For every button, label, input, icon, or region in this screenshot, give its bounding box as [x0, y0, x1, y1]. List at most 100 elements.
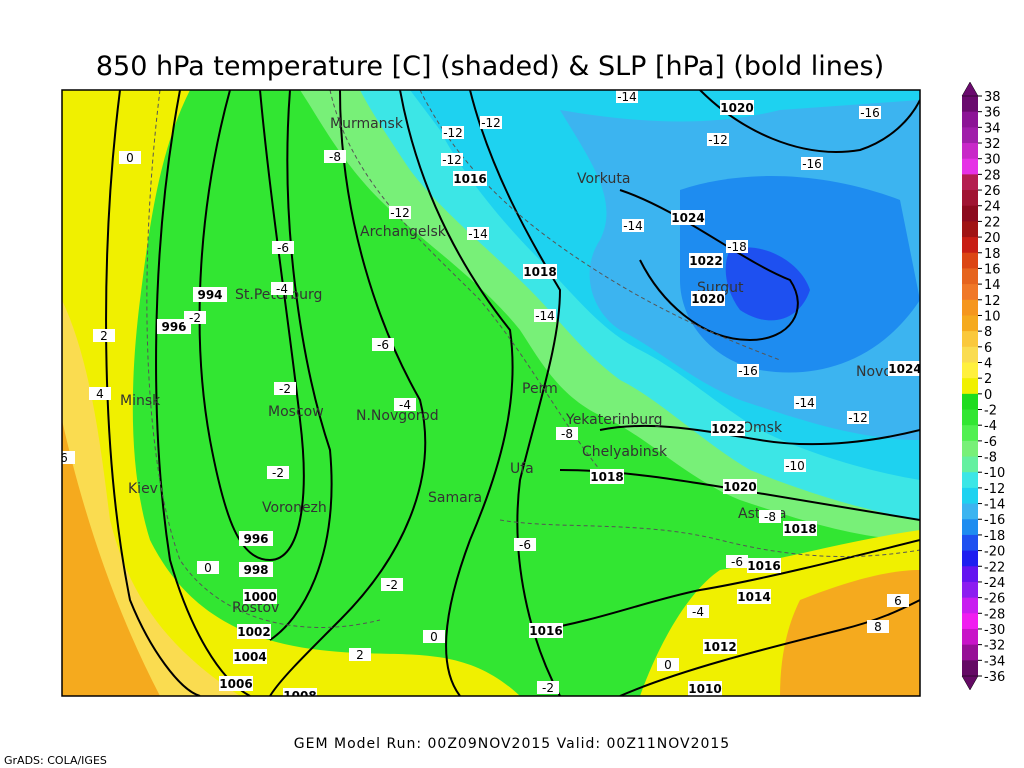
- temperature-label-box: [372, 338, 394, 351]
- temperature-label-box: [556, 427, 578, 440]
- temperature-label-box: [759, 510, 781, 523]
- slp-label-box: [703, 639, 737, 654]
- colorbar-label: 20: [984, 231, 1001, 246]
- colorbar-segment: [962, 346, 978, 363]
- temperature-label-box: [381, 578, 403, 591]
- colorbar-label: 30: [984, 153, 1001, 168]
- slp-label-box: [783, 521, 817, 536]
- temperature-label: 2: [100, 329, 108, 343]
- slp-label-box: [529, 623, 563, 638]
- colorbar-label: 4: [984, 356, 992, 371]
- slp-label: 1024: [671, 211, 704, 225]
- colorbar-label: 10: [984, 309, 1001, 324]
- colorbar-segment: [962, 143, 978, 160]
- colorbar-cap: [961, 675, 979, 691]
- temperature-label-box: [514, 538, 536, 551]
- slp-label: 1010: [688, 682, 721, 696]
- colorbar-segment: [962, 299, 978, 316]
- colorbar-label: 2: [984, 372, 992, 387]
- temperature-label-box: [537, 681, 559, 694]
- shade-deep-blue: [725, 247, 810, 321]
- temperature-label: -10: [785, 459, 805, 473]
- colorbar-segment: [962, 581, 978, 599]
- slp-label: 994: [197, 288, 222, 302]
- colorbar-segment: [962, 456, 978, 473]
- colorbar-segment: [962, 362, 978, 379]
- colorbar-label: 36: [984, 106, 1001, 121]
- colorbar-segment: [962, 252, 978, 269]
- colorbar-segment: [962, 425, 978, 442]
- slp-label-box: [720, 100, 754, 115]
- slp-label-box: [688, 681, 722, 696]
- colorbar-segment: [962, 158, 978, 175]
- colorbar-segment: [962, 550, 978, 567]
- temperature-label: 8: [874, 620, 882, 634]
- slp-label: 1014: [737, 590, 770, 604]
- colorbar-label: 24: [984, 200, 1001, 215]
- slp-label-box: [671, 210, 705, 225]
- colorbar-segment: [962, 190, 978, 207]
- city-label: Vorkuta: [577, 171, 630, 187]
- slp-label-box: [157, 319, 191, 334]
- temperature-label: -14: [617, 90, 637, 104]
- temperature-label-box: [423, 630, 445, 643]
- temperature-label: -6: [277, 241, 289, 255]
- slp-label-box: [453, 171, 487, 186]
- run-info: GEM Model Run: 00Z09NOV2015 Valid: 00Z11…: [294, 736, 730, 752]
- temperature-label: -2: [279, 382, 291, 396]
- colorbar-segment: [962, 440, 978, 458]
- temperature-label: -6: [731, 555, 743, 569]
- slp-label: 1012: [703, 640, 736, 654]
- slp-label-box: [283, 688, 317, 696]
- slp-label: 1016: [529, 624, 562, 638]
- temperature-label-box: [272, 241, 294, 254]
- temperature-label: -16: [860, 106, 880, 120]
- temperature-label-box: [687, 605, 709, 618]
- slp-label-box: [888, 361, 920, 376]
- temperature-label-box: [726, 555, 748, 568]
- temperature-label: -14: [535, 309, 555, 323]
- colorbar-segment: [962, 613, 978, 630]
- colorbar-label: 0: [984, 388, 992, 403]
- colorbar-segment: [962, 331, 978, 348]
- slp-label-box: [219, 676, 253, 691]
- city-label: Chelyabinsk: [582, 444, 668, 460]
- temperature-label-box: [274, 382, 296, 395]
- temperature-label-box: [119, 151, 141, 164]
- slp-labels: 1016 1018 1024 1022 1020 1020 1022 1018 1020 1018…: [157, 100, 920, 696]
- colorbar-label: 14: [984, 278, 1001, 293]
- temperature-label: -16: [802, 157, 822, 171]
- colorbar-label: -14: [984, 498, 1005, 513]
- temperature-label-box: [534, 309, 556, 322]
- temperature-label-box: [784, 459, 806, 472]
- temperature-label: 6: [60, 451, 68, 465]
- colorbar-label: -26: [984, 592, 1005, 607]
- colorbar-label: -28: [984, 607, 1005, 622]
- temperature-label-box: [726, 240, 748, 253]
- colorbar-segment: [962, 111, 978, 128]
- colorbar-segment: [962, 472, 978, 489]
- isotherms: [146, 90, 920, 628]
- temperature-label-box: [737, 364, 759, 377]
- temperature-label: 0: [126, 151, 134, 165]
- slp-label: 1016: [747, 559, 780, 573]
- colorbar-label: 34: [984, 121, 1001, 136]
- colorbar-label: 16: [984, 262, 1001, 277]
- slp-label-box: [711, 421, 745, 436]
- colorbar-label: -22: [984, 560, 1005, 575]
- temperature-label: -8: [329, 150, 341, 164]
- shade-orange: [62, 420, 160, 696]
- temperature-label-box: [441, 153, 463, 166]
- temperature-label-box: [197, 561, 219, 574]
- colorbar-segment: [962, 221, 978, 238]
- temperature-label-box: [267, 466, 289, 479]
- colorbar-label: 6: [984, 341, 992, 356]
- colorbar-segment: [962, 205, 978, 222]
- slp-label-box: [193, 287, 227, 302]
- temperature-label-box: [801, 157, 823, 170]
- temperature-label: 0: [430, 630, 438, 644]
- slp-label-box: [590, 469, 624, 484]
- temperature-label-box: [184, 311, 206, 324]
- temperature-label: -4: [692, 605, 704, 619]
- colorbar-label: -6: [984, 435, 997, 450]
